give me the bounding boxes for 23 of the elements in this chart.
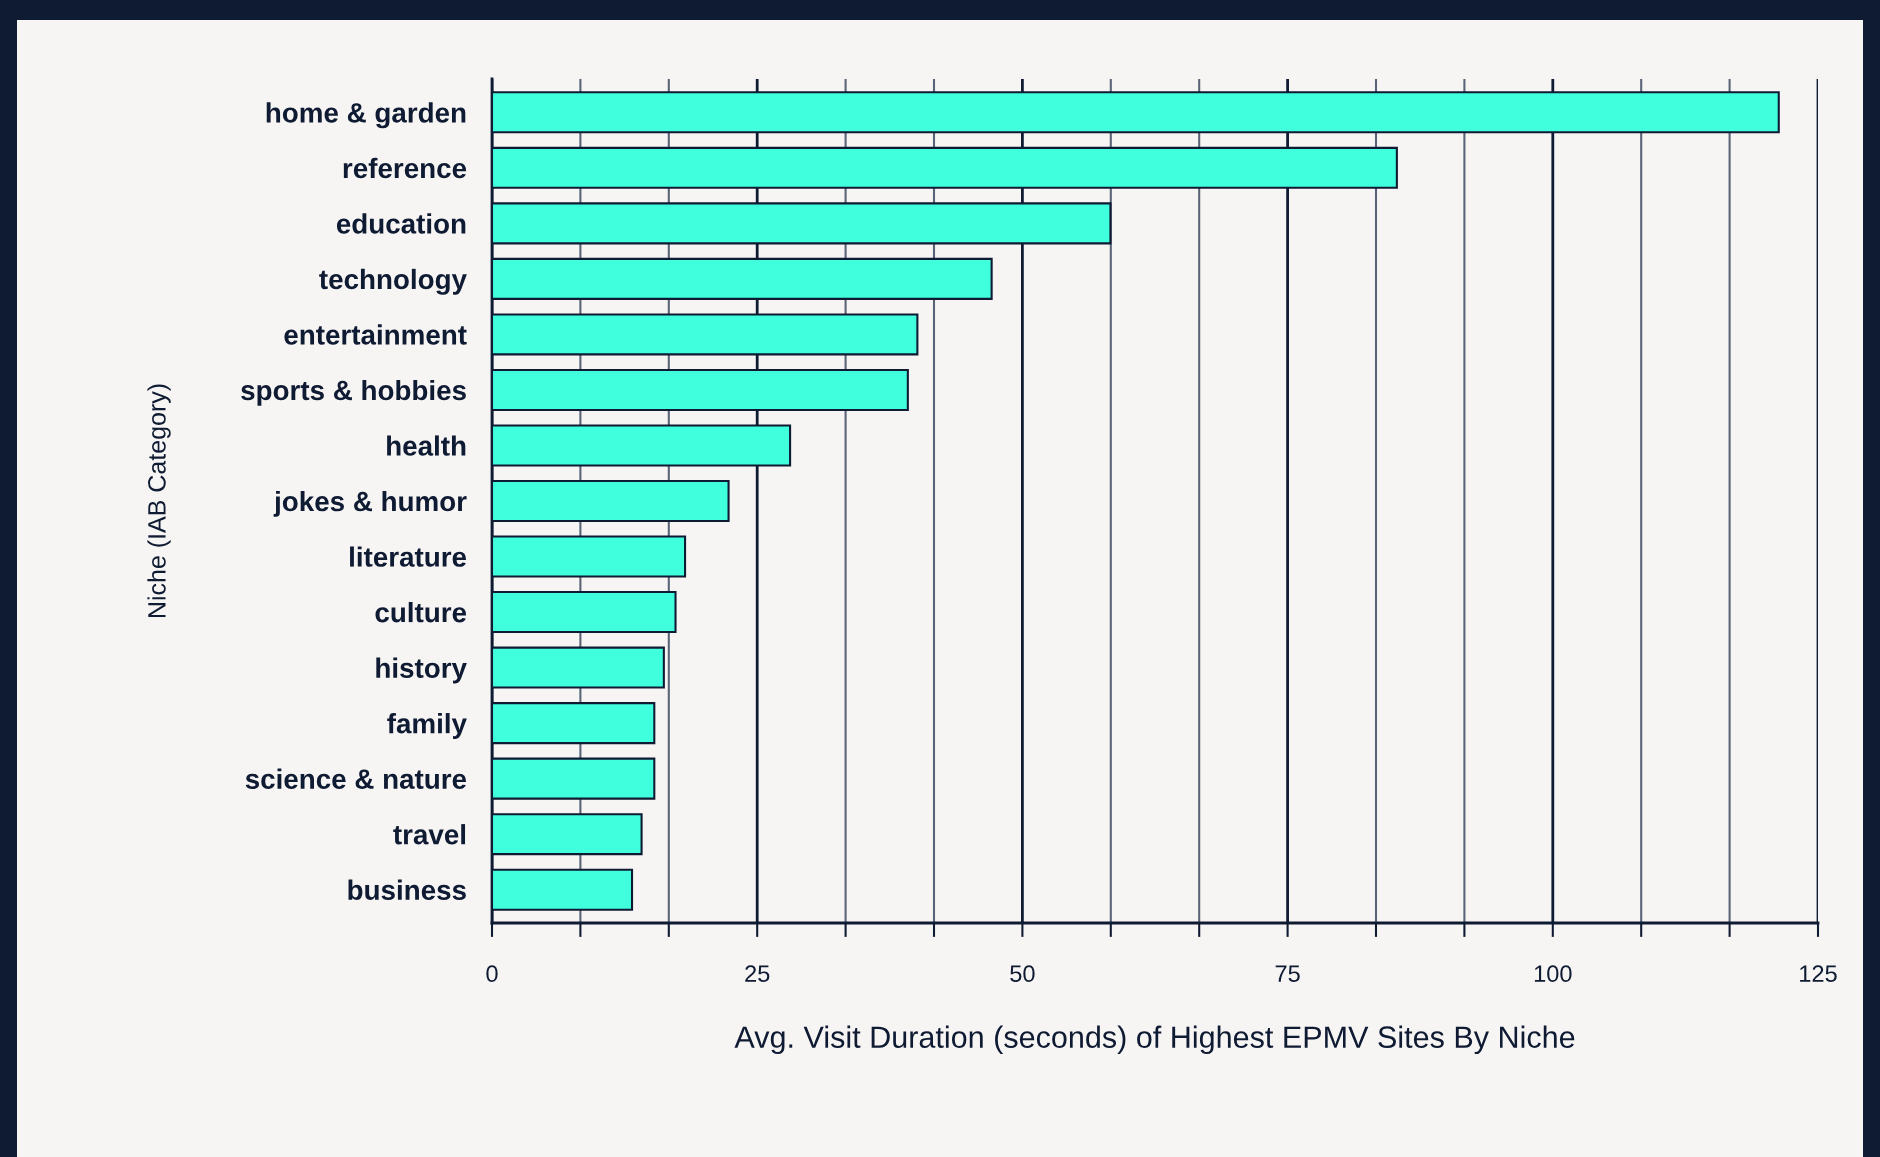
y-axis-title: Niche (IAB Category) (147, 384, 171, 618)
y-tick-label: health (387, 435, 466, 456)
x-tick-label: 75 (1275, 965, 1300, 983)
y-tick-label: technology (319, 268, 467, 295)
y-tick-label: travel (393, 824, 466, 845)
y-tick-label: education (336, 213, 466, 234)
y-tick-label: family (387, 713, 467, 739)
y-tick-label: science & nature (245, 768, 467, 789)
y-tick-label: sports & hobbies (241, 379, 466, 406)
y-tick-label: home & garden (266, 102, 466, 129)
y-tick-label: business (348, 879, 466, 901)
y-tick-label: entertainment (284, 324, 467, 345)
x-tick-label: 100 (1534, 965, 1572, 983)
y-tick-label: literature (350, 546, 467, 567)
x-tick-label: 50 (1010, 965, 1035, 983)
y-tick-label: reference (343, 157, 467, 179)
y-tick-label: culture (375, 601, 467, 623)
x-axis-title: Avg. Visit Duration (seconds) of Highest EPMV Sites By Niche (734, 1025, 1575, 1055)
y-tick-label: jokes & humor (273, 490, 467, 517)
x-tick-label: 125 (1800, 965, 1837, 983)
y-tick-label: history (376, 657, 467, 684)
x-tick-label: 25 (745, 965, 770, 983)
x-tick-label: 0 (486, 965, 498, 983)
